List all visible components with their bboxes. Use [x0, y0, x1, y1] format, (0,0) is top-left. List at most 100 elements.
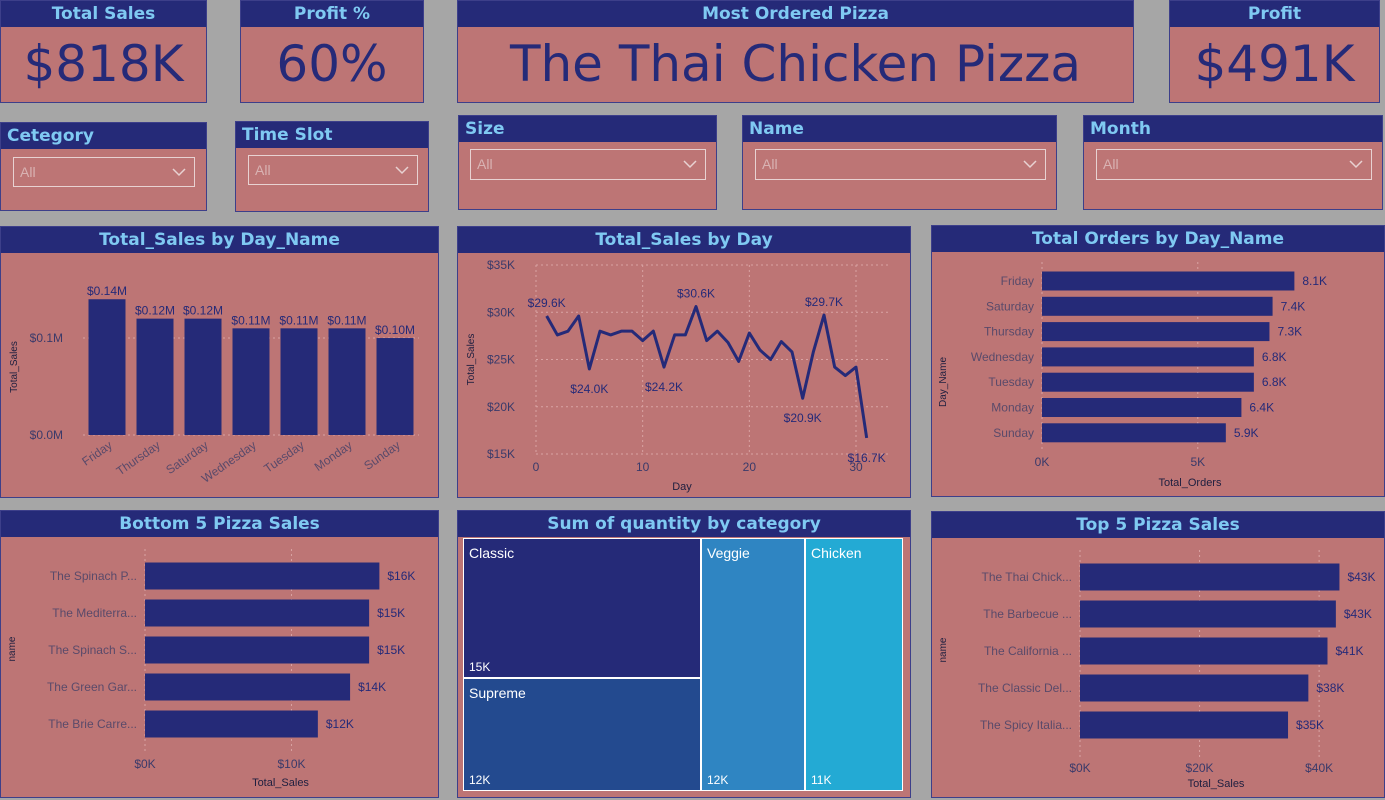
treemap-cell-chicken[interactable]: Chicken 11K	[805, 538, 903, 791]
bar	[145, 673, 351, 701]
slicer-category-title: Cetegory	[1, 123, 206, 149]
bar	[280, 328, 318, 435]
treemap-cell-value: 12K	[469, 773, 491, 787]
data-label: 5.9K	[1234, 426, 1259, 440]
chart-title: Top 5 Pizza Sales	[932, 512, 1384, 538]
data-label: $15K	[377, 606, 405, 620]
y-tick-label: Thursday	[984, 325, 1034, 339]
time-slot-dropdown[interactable]: All	[248, 155, 418, 185]
kpi-profit-value: $491K	[1194, 35, 1355, 93]
bar	[1042, 296, 1273, 316]
treemap-cell-value: 12K	[707, 773, 729, 787]
treemap-cell-label: Supreme	[469, 685, 526, 701]
bar	[1042, 271, 1295, 291]
data-label: $0.14M	[87, 284, 127, 298]
y-axis-title: Total_Sales	[9, 341, 20, 393]
bar	[1080, 637, 1328, 665]
size-dropdown[interactable]: All	[470, 149, 706, 180]
chart-area: 0K 5K Friday 8.1K Saturday 7.4K Thursday 7.3K We…	[938, 262, 1327, 489]
slicer-name-title: Name	[743, 116, 1056, 142]
bar	[1042, 347, 1254, 367]
data-label: 6.8K	[1262, 350, 1287, 364]
name-dropdown[interactable]: All	[755, 149, 1046, 180]
kpi-total-sales-card: Total Sales $818K	[0, 0, 207, 103]
data-label: $0.10M	[375, 323, 415, 337]
kpi-profit-pct-title: Profit %	[241, 1, 423, 27]
x-tick-label: Tuesday	[261, 438, 306, 476]
y-tick-label: Friday	[1001, 274, 1034, 288]
y-tick-label: The Classic Del...	[978, 681, 1072, 695]
data-label: $0.11M	[327, 313, 366, 327]
data-label: $0.12M	[135, 304, 175, 318]
data-label: $0.12M	[183, 304, 223, 318]
chart-area: $0K $10K The Spinach P... $16K The Mediterra…	[7, 549, 415, 789]
chevron-down-icon	[395, 166, 409, 175]
x-tick-label: $40K	[1305, 761, 1333, 775]
y-tick-label: The Barbecue ...	[983, 607, 1072, 621]
slicer-month: Month All	[1083, 115, 1383, 210]
chart-title: Total Orders by Day_Name	[932, 226, 1384, 252]
month-dropdown[interactable]: All	[1096, 149, 1372, 180]
y-tick-label: $30K	[487, 305, 515, 319]
data-label: $16K	[387, 569, 415, 583]
x-tick-label: 5K	[1190, 455, 1205, 469]
kpi-most-ordered-title: Most Ordered Pizza	[458, 1, 1133, 27]
y-tick-label: $20K	[487, 400, 515, 414]
chart-bottom5: Bottom 5 Pizza Sales $0K $10K The Spinach …	[0, 510, 439, 798]
y-tick-label: The Spinach S...	[48, 643, 137, 657]
x-tick-label: $10K	[277, 757, 305, 771]
kpi-profit-card: Profit $491K	[1169, 0, 1380, 103]
kpi-profit-pct-card: Profit % 60%	[240, 0, 424, 103]
bar	[145, 599, 370, 627]
data-label: $0.11M	[231, 313, 270, 327]
slicer-category: Cetegory All	[0, 122, 207, 211]
x-tick-label: 10	[636, 460, 650, 474]
data-label: $41K	[1335, 644, 1363, 658]
bar	[1042, 372, 1254, 392]
kpi-profit-pct-value: 60%	[276, 35, 388, 93]
chart-top5: Top 5 Pizza Sales $0K $20K $40K The Thai Ch…	[931, 511, 1385, 798]
treemap-cell-veggie[interactable]: Veggie 12K	[701, 538, 805, 791]
y-tick-label: $0.1M	[30, 331, 63, 345]
x-tick-label: Friday	[79, 438, 114, 469]
chart-area: $15K $20K $25K $30K $35K 0 10 20 30 $29.6K $24.0K $…	[466, 258, 888, 493]
chart-title: Sum of quantity by category	[458, 511, 910, 537]
chevron-down-icon	[683, 160, 697, 169]
y-tick-label: The Spicy Italia...	[980, 718, 1072, 732]
slicer-size: Size All	[458, 115, 717, 210]
y-tick-label: $25K	[487, 353, 515, 367]
chart-title: Bottom 5 Pizza Sales	[1, 511, 438, 537]
slicer-size-title: Size	[459, 116, 716, 142]
month-dropdown-value: All	[1103, 156, 1119, 172]
x-axis-title: Total_Orders	[1159, 477, 1222, 489]
x-axis-title: Day	[672, 481, 692, 493]
treemap-cell-classic[interactable]: Classic 15K	[463, 538, 701, 678]
x-tick-label: 0	[533, 460, 540, 474]
category-dropdown[interactable]: All	[13, 157, 195, 187]
bar	[88, 299, 126, 435]
chart-area: $0K $20K $40K The Thai Chick... $43K The Barb…	[938, 550, 1375, 790]
y-tick-label: The Green Gar...	[47, 680, 137, 694]
y-tick-label: The Thai Chick...	[982, 570, 1072, 584]
treemap-cell-value: 15K	[469, 660, 491, 674]
y-tick-label: Saturday	[986, 299, 1034, 313]
chart-quantity-by-category: Sum of quantity by category Classic 15K Su…	[457, 510, 911, 798]
data-label: $24.0K	[570, 382, 608, 396]
x-tick-label: 30	[849, 460, 863, 474]
treemap-cell-value: 11K	[811, 773, 832, 787]
treemap-cell-label: Classic	[469, 545, 515, 561]
chart-area: $0.0M $0.1M $0.14M Friday $0.12M Thursday $0.1…	[9, 284, 419, 486]
data-label: $15K	[377, 643, 405, 657]
time-slot-dropdown-value: All	[255, 162, 271, 178]
data-label: $20.9K	[784, 411, 822, 425]
y-axis-title: name	[7, 636, 18, 661]
treemap-cell-label: Veggie	[707, 545, 750, 561]
category-dropdown-value: All	[20, 164, 36, 180]
y-tick-label: The California ...	[984, 644, 1072, 658]
slicer-month-title: Month	[1084, 116, 1382, 142]
slicer-time-slot: Time Slot All	[235, 121, 429, 212]
data-label: $38K	[1316, 681, 1344, 695]
x-axis-title: Total_Sales	[252, 777, 309, 789]
treemap-cell-supreme[interactable]: Supreme 12K	[463, 678, 701, 791]
data-label: 7.3K	[1277, 325, 1302, 339]
